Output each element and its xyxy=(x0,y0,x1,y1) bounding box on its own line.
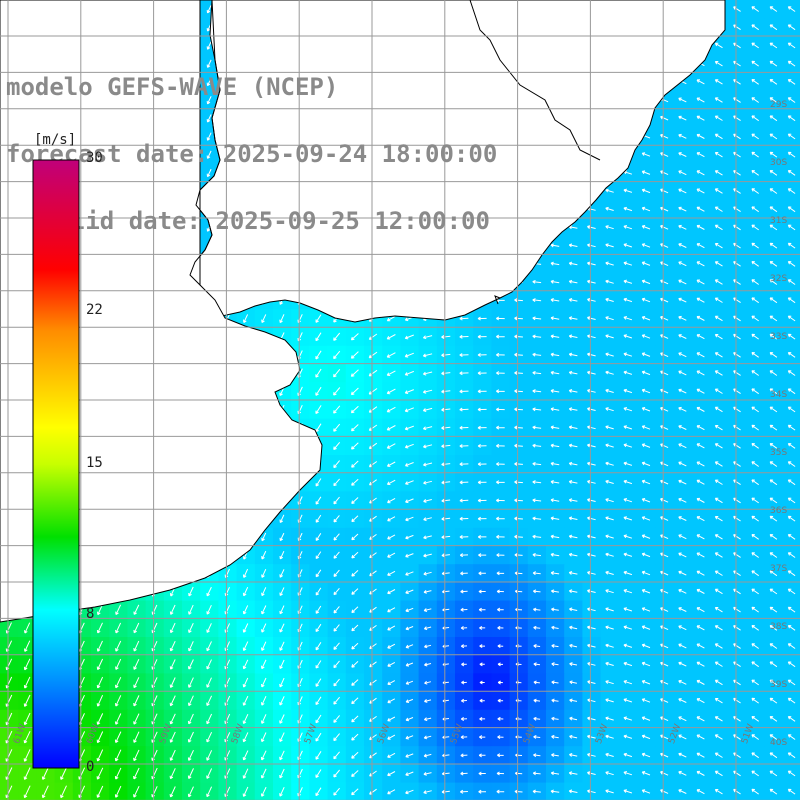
lat-label: 30S xyxy=(770,158,788,168)
lat-label: 39S xyxy=(770,680,788,690)
lat-label: 36S xyxy=(770,506,788,516)
lat-label: 40S xyxy=(770,738,788,748)
lat-label: 33S xyxy=(770,332,788,342)
lat-label: 31S xyxy=(770,216,788,226)
colorbar-tick-22: 22 xyxy=(86,302,103,318)
colorbar-tick-8: 8 xyxy=(86,606,95,622)
lat-label: 38S xyxy=(770,622,788,632)
lat-label: 29S xyxy=(770,100,788,110)
colorbar-tick-30: 30 xyxy=(86,150,103,166)
colorbar-gradient xyxy=(32,159,80,769)
colorbar-tick-15: 15 xyxy=(86,455,103,471)
lat-label: 34S xyxy=(770,390,788,400)
lat-label: 32S xyxy=(770,274,788,284)
colorbar-tick-0: 0 xyxy=(86,759,95,775)
lat-label: 35S xyxy=(770,448,788,458)
colorbar-unit: [m/s] xyxy=(34,132,77,148)
lat-label: 37S xyxy=(770,564,788,574)
